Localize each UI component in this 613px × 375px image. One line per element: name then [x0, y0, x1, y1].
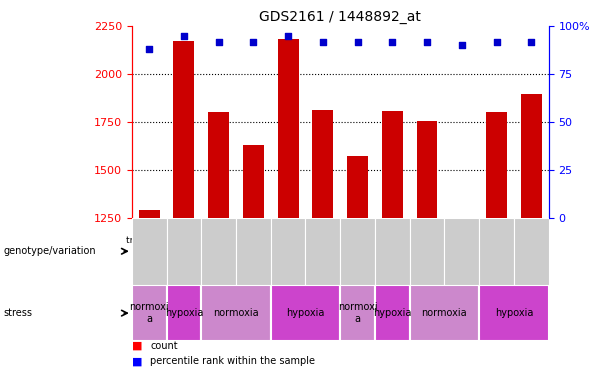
FancyBboxPatch shape — [340, 217, 409, 285]
FancyBboxPatch shape — [409, 285, 479, 341]
Text: normoxia: normoxia — [422, 308, 467, 318]
Text: triple CH1 delins ,
CBP knock out
allele: triple CH1 delins , CBP knock out allele — [126, 236, 207, 266]
FancyBboxPatch shape — [514, 217, 549, 285]
Text: normoxia: normoxia — [213, 308, 259, 318]
Text: normoxi
a: normoxi a — [338, 302, 378, 324]
FancyBboxPatch shape — [201, 217, 236, 285]
Point — [387, 39, 397, 45]
Bar — [278, 39, 299, 218]
Point — [422, 39, 432, 45]
Text: hypoxia: hypoxia — [286, 308, 325, 318]
FancyBboxPatch shape — [132, 217, 167, 285]
Point — [318, 39, 328, 45]
FancyBboxPatch shape — [236, 217, 271, 285]
FancyBboxPatch shape — [409, 217, 444, 285]
Text: hypoxia: hypoxia — [373, 308, 411, 318]
Point — [492, 39, 501, 45]
Point — [352, 39, 362, 45]
FancyBboxPatch shape — [201, 285, 271, 341]
Bar — [347, 156, 368, 218]
Bar — [486, 112, 507, 218]
FancyBboxPatch shape — [271, 285, 340, 341]
Bar — [208, 112, 229, 218]
Point — [527, 39, 536, 45]
FancyBboxPatch shape — [305, 217, 340, 285]
Bar — [521, 94, 542, 218]
Text: genotype/variation: genotype/variation — [3, 246, 96, 256]
Bar — [139, 210, 159, 218]
FancyBboxPatch shape — [409, 217, 549, 285]
Text: ■: ■ — [132, 356, 142, 366]
Text: CBP knock out
allele: CBP knock out allele — [343, 242, 408, 261]
Text: hypoxia: hypoxia — [495, 308, 533, 318]
Bar — [173, 40, 194, 218]
Title: GDS2161 / 1448892_at: GDS2161 / 1448892_at — [259, 10, 421, 24]
Point — [179, 33, 189, 39]
Text: triple CH1 delins , p300 knock out
allele: triple CH1 delins , p300 knock out allel… — [194, 242, 348, 261]
Point — [248, 39, 258, 45]
Text: stress: stress — [3, 308, 32, 318]
Point — [457, 42, 466, 48]
FancyBboxPatch shape — [167, 285, 201, 341]
FancyBboxPatch shape — [167, 217, 201, 285]
Text: percentile rank within the sample: percentile rank within the sample — [150, 356, 315, 366]
Point — [283, 33, 293, 39]
FancyBboxPatch shape — [340, 217, 375, 285]
FancyBboxPatch shape — [444, 217, 479, 285]
Point — [214, 39, 224, 45]
FancyBboxPatch shape — [479, 217, 514, 285]
FancyBboxPatch shape — [132, 285, 167, 341]
Text: count: count — [150, 340, 178, 351]
Bar — [382, 111, 403, 218]
FancyBboxPatch shape — [375, 217, 409, 285]
Bar — [417, 121, 438, 218]
FancyBboxPatch shape — [375, 285, 409, 341]
Bar — [313, 110, 333, 218]
Text: normoxi
a: normoxi a — [129, 302, 169, 324]
FancyBboxPatch shape — [479, 285, 549, 341]
Text: p300 knock out allele: p300 knock out allele — [430, 247, 528, 256]
FancyBboxPatch shape — [340, 285, 375, 341]
FancyBboxPatch shape — [271, 217, 305, 285]
Text: ■: ■ — [132, 340, 142, 351]
FancyBboxPatch shape — [201, 217, 340, 285]
FancyBboxPatch shape — [132, 217, 201, 285]
Text: hypoxia: hypoxia — [165, 308, 203, 318]
Bar — [243, 145, 264, 218]
Point — [144, 46, 154, 52]
